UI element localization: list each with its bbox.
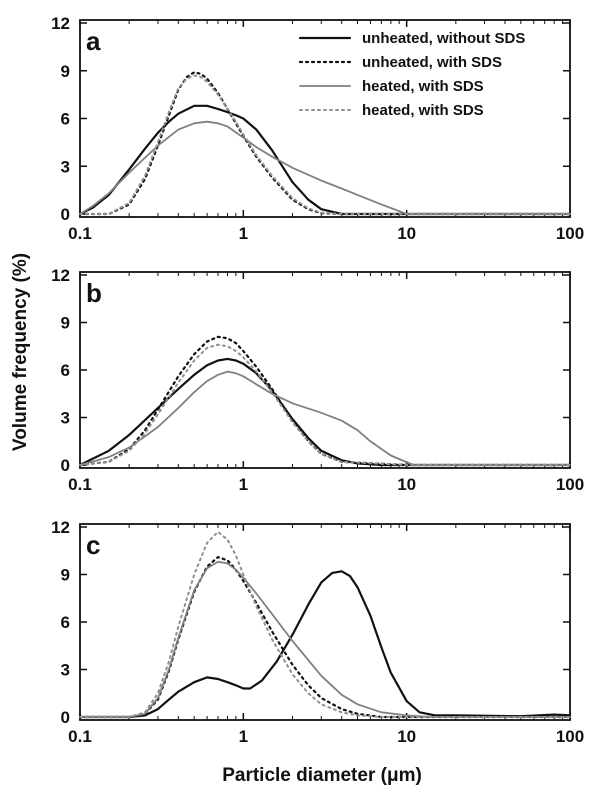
x-tick-label: 1 xyxy=(239,224,248,243)
x-tick-label: 0.1 xyxy=(68,224,92,243)
y-axis-title: Volume frequency (%) xyxy=(10,253,31,451)
y-tick-label: 3 xyxy=(61,661,70,680)
legend-label: heated, with SDS xyxy=(362,78,484,95)
y-tick-label: 6 xyxy=(61,613,70,632)
y-tick-label: 9 xyxy=(61,62,70,81)
heated-sds-line xyxy=(79,370,571,466)
x-tick-label: 100 xyxy=(556,475,584,494)
heated-sds-dotted-line xyxy=(79,74,571,215)
panel-label-a: a xyxy=(86,26,101,56)
x-tick-label: 1 xyxy=(239,475,248,494)
unheated-sds-line xyxy=(78,71,572,216)
panel-b: b 0.1 1 10 100 0 3 6 9 12 xyxy=(51,266,584,494)
y-tick-label: 3 xyxy=(61,409,70,428)
x-tick-label: 10 xyxy=(397,224,416,243)
y-tick-label: 0 xyxy=(61,456,70,475)
x-axis-title: Particle diameter (μm) xyxy=(222,765,422,786)
panel-label-c: c xyxy=(86,530,100,560)
legend-entry: heated, with SDS xyxy=(299,102,484,119)
panel-c: c 0.1 1 10 100 0 3 6 9 12 xyxy=(51,518,584,746)
y-tick-label: 12 xyxy=(51,266,70,285)
y-tick-label: 6 xyxy=(61,361,70,380)
unheated-sds-line xyxy=(78,555,572,719)
x-tick-label: 0.1 xyxy=(68,727,92,746)
plot-frame xyxy=(79,271,571,469)
y-tick-label: 12 xyxy=(51,14,70,33)
legend-entry: unheated, without SDS xyxy=(298,30,525,47)
x-tick-label: 1 xyxy=(239,727,248,746)
plot-frame xyxy=(79,523,571,721)
unheated-no-sds-line xyxy=(78,357,572,467)
x-tick-label: 10 xyxy=(397,475,416,494)
heated-sds-dotted-line xyxy=(79,530,571,718)
legend-label: unheated, without SDS xyxy=(362,30,525,47)
x-tick-label: 100 xyxy=(556,727,584,746)
y-tick-label: 3 xyxy=(61,157,70,176)
unheated-sds-line xyxy=(78,335,572,467)
legend: unheated, without SDS unheated, with SDS h… xyxy=(298,30,525,119)
x-tick-label: 10 xyxy=(397,727,416,746)
x-tick-label: 100 xyxy=(556,224,584,243)
y-tick-label: 12 xyxy=(51,518,70,537)
panel-label-b: b xyxy=(86,278,102,308)
legend-label: heated, with SDS xyxy=(362,102,484,119)
y-tick-label: 0 xyxy=(61,708,70,727)
y-tick-label: 0 xyxy=(61,205,70,224)
panels-layer: a 0.1 1 10 100 0 3 6 9 12 b 0.1 1 10 100 0 3 6 9 12 c 0.1 1 10 1… xyxy=(51,14,584,746)
legend-entry: unheated, with SDS xyxy=(298,54,502,71)
y-tick-label: 9 xyxy=(61,314,70,333)
plot-frame xyxy=(79,19,571,218)
legend-entry: heated, with SDS xyxy=(299,78,484,95)
heated-sds-dotted-line xyxy=(79,343,571,466)
y-tick-label: 6 xyxy=(61,110,70,129)
heated-sds-line xyxy=(79,560,571,718)
panel-a: a 0.1 1 10 100 0 3 6 9 12 xyxy=(51,14,584,243)
x-tick-label: 0.1 xyxy=(68,475,92,494)
unheated-no-sds-line xyxy=(78,570,572,719)
y-tick-label: 9 xyxy=(61,566,70,585)
legend-label: unheated, with SDS xyxy=(362,54,502,71)
heated-sds-line xyxy=(79,120,571,215)
unheated-no-sds-line xyxy=(78,104,572,216)
